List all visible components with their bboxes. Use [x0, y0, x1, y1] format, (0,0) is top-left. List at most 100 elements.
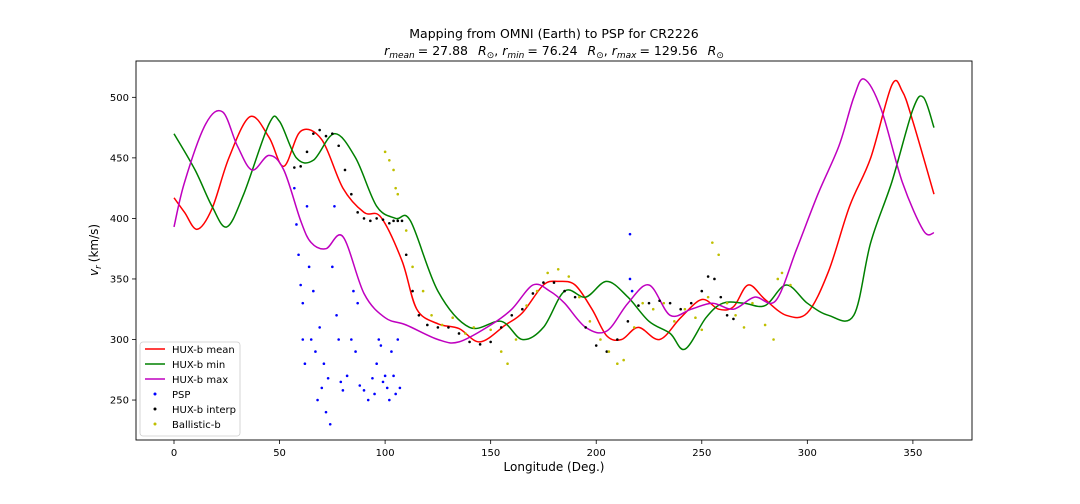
- x-tick-label: 100: [376, 448, 395, 459]
- point-hux-b-interp: [689, 301, 693, 305]
- x-tick-label: 350: [903, 448, 922, 459]
- point-ballistic-b: [394, 186, 397, 190]
- point-psp: [318, 326, 321, 329]
- point-ballistic-b: [535, 289, 539, 293]
- point-psp: [628, 277, 632, 281]
- point-psp: [385, 386, 389, 390]
- point-hux-b-interp: [605, 350, 609, 353]
- subtitle-max-sub: max: [617, 51, 637, 61]
- point-psp: [320, 386, 324, 390]
- x-tick-label: 300: [798, 448, 817, 459]
- point-ballistic-b: [588, 320, 592, 323]
- point-psp: [314, 350, 317, 353]
- point-psp: [390, 350, 393, 353]
- point-hux-b-interp: [362, 217, 366, 220]
- point-psp: [356, 301, 359, 305]
- point-ballistic-b: [421, 289, 425, 293]
- point-ballistic-b: [742, 326, 746, 329]
- chart-subtitle: rmean = 27.88 R⊙, rmin = 76.24 R⊙, rmax = 129…: [384, 43, 724, 61]
- legend-label-psp: PSP: [172, 390, 190, 401]
- point-psp: [373, 392, 376, 396]
- point-hux-b-interp: [318, 128, 321, 132]
- point-ballistic-b: [599, 338, 602, 341]
- point-hux-b-interp: [457, 332, 461, 335]
- point-ballistic-b: [607, 350, 611, 353]
- y-tick-label: 350: [110, 274, 129, 285]
- point-hux-b-interp: [468, 340, 471, 344]
- point-psp: [333, 205, 336, 208]
- subtitle-mean-unit: R: [478, 43, 487, 58]
- subtitle-mean-label: r: [384, 43, 390, 58]
- point-ballistic-b: [383, 150, 387, 154]
- point-ballistic-b: [514, 338, 518, 341]
- y-tick-label: 250: [110, 396, 129, 407]
- y-tick-label: 400: [110, 214, 129, 225]
- y-axis-label-main: v: [87, 268, 101, 276]
- legend-label-hux-b-max: HUX-b max: [172, 375, 228, 386]
- point-hux-b-interp: [725, 313, 729, 317]
- point-psp: [381, 380, 385, 384]
- point-hux-b-interp: [626, 320, 630, 323]
- point-hux-b-interp: [396, 219, 400, 223]
- subtitle-min-value: = 76.24: [527, 43, 577, 58]
- point-psp: [345, 374, 349, 378]
- y-axis: 250 300 350 400 450 500: [110, 93, 136, 407]
- point-psp: [383, 374, 387, 378]
- point-psp: [354, 350, 357, 353]
- point-hux-b-interp: [417, 313, 421, 317]
- point-ballistic-b: [578, 295, 581, 299]
- series-layer: [173, 78, 935, 426]
- y-tick-label: 450: [110, 153, 129, 164]
- point-psp: [379, 344, 383, 347]
- x-tick-label: 250: [692, 448, 711, 459]
- point-psp: [398, 386, 402, 390]
- y-axis-label: vr (km/s): [87, 224, 104, 276]
- point-hux-b-interp: [594, 344, 598, 347]
- series-line-hux-b-min: [173, 95, 935, 351]
- series-line-hux-b-mean: [173, 79, 935, 343]
- subtitle-sep-2: ,: [604, 43, 612, 58]
- point-psp: [337, 338, 340, 341]
- point-psp: [301, 338, 305, 341]
- point-psp: [324, 410, 328, 414]
- legend-box: [139, 341, 241, 437]
- point-ballistic-b: [396, 192, 400, 196]
- point-psp: [358, 384, 362, 387]
- point-psp: [309, 338, 313, 341]
- point-hux-b-interp: [616, 338, 619, 341]
- series-points-psp: [293, 186, 634, 426]
- point-hux-b-interp: [293, 166, 296, 169]
- point-ballistic-b: [632, 326, 636, 329]
- point-hux-b-interp: [426, 323, 429, 327]
- point-hux-b-interp: [305, 150, 309, 154]
- point-ballistic-b: [499, 350, 503, 353]
- legend-label-hux-b-min: HUX-b min: [172, 360, 225, 371]
- point-psp: [628, 232, 632, 236]
- point-ballistic-b: [451, 316, 454, 320]
- point-hux-b-interp: [356, 211, 359, 214]
- point-psp: [341, 389, 345, 392]
- point-hux-b-interp: [700, 289, 704, 293]
- point-psp: [331, 265, 334, 269]
- point-psp: [630, 289, 634, 293]
- point-ballistic-b: [789, 283, 792, 287]
- point-hux-b-interp: [324, 134, 328, 138]
- point-ballistic-b: [662, 301, 666, 305]
- point-hux-b-interp: [400, 219, 404, 223]
- point-ballistic-b: [464, 332, 467, 335]
- point-psp: [371, 376, 374, 380]
- point-ballistic-b: [440, 323, 444, 327]
- point-ballistic-b: [404, 229, 408, 232]
- point-psp: [316, 398, 319, 402]
- point-ballistic-b: [683, 307, 687, 311]
- x-tick-label: 50: [273, 448, 286, 459]
- point-hux-b-interp: [521, 307, 524, 311]
- point-psp: [352, 289, 355, 293]
- legend-label-hux-b-mean: HUX-b mean: [172, 345, 235, 356]
- plot-frame: [135, 60, 973, 441]
- y-tick-label: 300: [110, 335, 129, 346]
- subtitle-max-unit: R: [708, 43, 717, 58]
- point-hux-b-interp: [331, 132, 334, 135]
- legend-label-hux-b-interp: HUX-b interp: [172, 405, 236, 416]
